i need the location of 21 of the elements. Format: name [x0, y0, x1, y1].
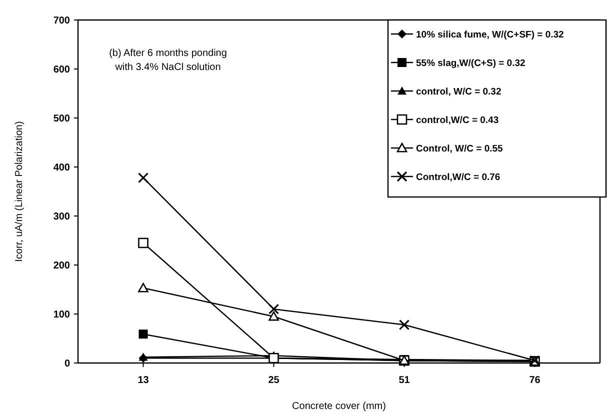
legend-label: control, W/C = 0.32 — [416, 86, 502, 98]
y-tick-label: 200 — [53, 260, 70, 272]
legend-label: control,W/C = 0.43 — [416, 114, 499, 126]
legend-label: Control,W/C = 0.76 — [416, 172, 500, 183]
x-tick-label: 13 — [138, 375, 150, 386]
y-tick-label: 600 — [53, 64, 70, 76]
legend-label: Control, W/C = 0.55 — [416, 143, 504, 154]
y-tick-label: 0 — [64, 358, 70, 370]
x-tick-label: 51 — [398, 375, 410, 386]
annotation: (b) After 6 months ponding with 3.4% NaCl solution — [109, 48, 227, 73]
y-tick-label: 100 — [53, 310, 70, 320]
x-axis-title: Concrete cover (mm) — [292, 401, 386, 412]
legend-label: 55% slag,W/(C+S) = 0.32 — [416, 58, 526, 69]
legend-label: 10% silica fume, W/(C+SF) = 0.32 — [416, 29, 564, 40]
y-tick-label: 700 — [53, 16, 70, 26]
y-tick-label: 400 — [53, 162, 70, 174]
x-tick-label: 25 — [268, 375, 280, 386]
y-tick-label: 300 — [53, 212, 70, 222]
y-axis-title: Icorr, uA/m (Linear Polarization) — [14, 121, 25, 262]
y-tick-label: 500 — [53, 114, 70, 124]
x-tick-label: 76 — [529, 375, 541, 386]
